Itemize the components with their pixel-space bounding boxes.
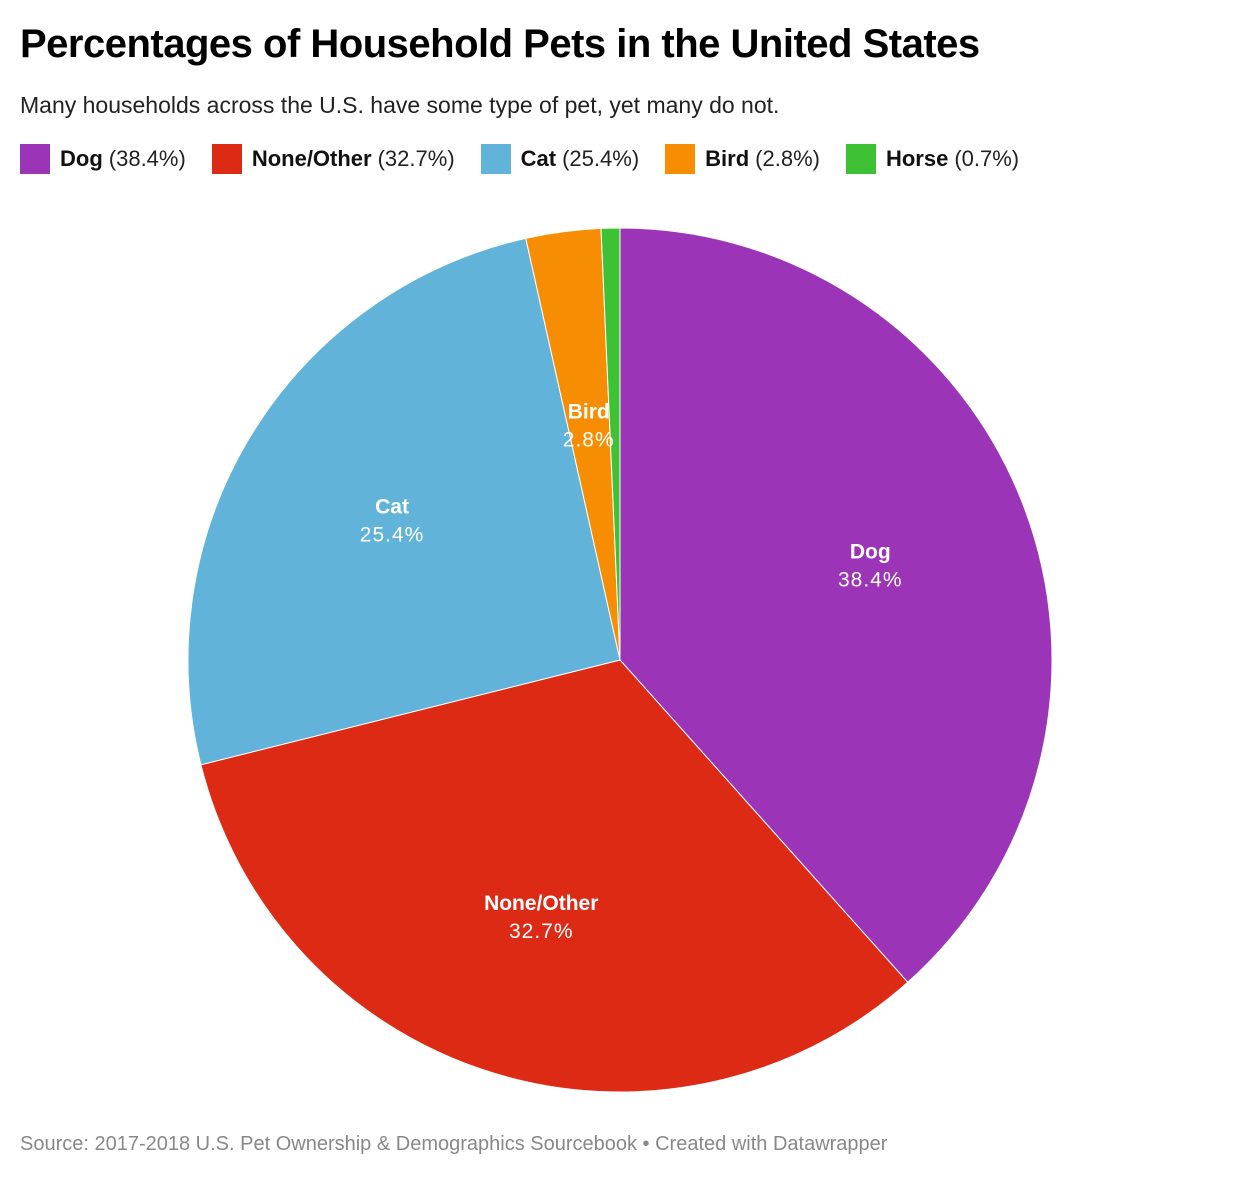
legend-item-bird: Bird (2.8%) <box>665 144 820 174</box>
pie-slice-cat <box>187 237 621 766</box>
legend-label-dog: Dog <box>60 146 103 171</box>
legend-swatch-none-other <box>211 144 242 174</box>
pie-slice-none-other <box>200 659 909 1093</box>
slice-label-bird: Bird <box>568 400 610 423</box>
legend-value-horse: (0.7%) <box>954 146 1020 171</box>
legend-value-dog: (38.4%) <box>108 146 186 171</box>
chart-title: Percentages of Household Pets in the Uni… <box>20 22 980 66</box>
slice-value-none-other: 32.7% <box>509 920 574 943</box>
slice-value-bird: 2.8% <box>563 428 615 451</box>
chart-legend: Dog (38.4%) None/Other (32.7%) Cat (25.4… <box>20 144 1045 174</box>
pie-slice-horse <box>600 227 621 661</box>
legend-swatch-dog <box>20 144 50 174</box>
legend-item-none-other: None/Other (32.7%) <box>211 144 455 174</box>
legend-label-none-other: None/Other <box>251 146 372 171</box>
slice-label-none-other: None/Other <box>484 892 598 915</box>
legend-value-bird: (2.8%) <box>755 146 820 171</box>
legend-item-cat: Cat (25.4%) <box>480 144 640 174</box>
chart-footer: Source: 2017-2018 U.S. Pet Ownership & D… <box>20 1133 888 1155</box>
legend-label-horse: Horse <box>885 146 949 171</box>
legend-value-none-other: (32.7%) <box>377 146 455 171</box>
legend-swatch-cat <box>480 144 511 174</box>
legend-item-dog: Dog (38.4%) <box>20 144 186 174</box>
legend-value-cat: (25.4%) <box>562 146 640 171</box>
pie-slice-dog <box>619 227 1053 983</box>
legend-label-cat: Cat <box>520 146 557 171</box>
chart-subtitle: Many households across the U.S. have som… <box>20 92 780 118</box>
legend-swatch-bird <box>665 144 696 174</box>
slice-label-dog: Dog <box>850 541 891 564</box>
legend-swatch-horse <box>845 144 876 174</box>
legend-item-horse: Horse (0.7%) <box>845 144 1020 174</box>
slice-label-cat: Cat <box>375 495 409 518</box>
slice-value-cat: 25.4% <box>360 523 425 546</box>
slice-value-dog: 38.4% <box>838 569 903 592</box>
legend-label-bird: Bird <box>705 146 750 171</box>
